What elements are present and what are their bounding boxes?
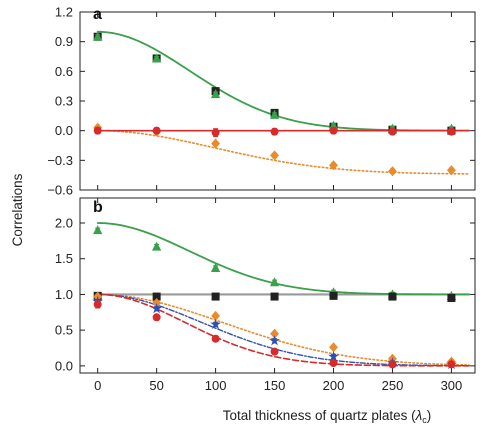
y-tick-label: 1.2 <box>55 5 73 20</box>
data-point <box>269 335 281 346</box>
data-point <box>329 342 338 353</box>
data-point <box>388 292 397 301</box>
data-point <box>447 127 456 136</box>
x-tick-label: 250 <box>382 378 404 393</box>
y-tick-label: 0.0 <box>55 123 73 138</box>
data-point <box>269 109 280 119</box>
fit-curve <box>96 293 470 366</box>
data-point <box>210 318 222 330</box>
data-point <box>93 126 102 135</box>
y-tick-label: 1.5 <box>55 251 73 266</box>
data-point <box>93 225 103 235</box>
data-point <box>388 166 397 177</box>
data-point <box>93 300 102 309</box>
data-point <box>93 31 103 41</box>
x-tick-label: 100 <box>205 378 227 393</box>
x-tick-label: 0 <box>94 378 101 393</box>
fit-curve <box>96 293 470 367</box>
data-point <box>270 150 279 161</box>
data-point <box>270 292 279 301</box>
data-point <box>152 313 161 322</box>
y-tick-label: 0.5 <box>55 323 73 338</box>
data-point <box>210 262 221 273</box>
fit-curve <box>96 129 470 175</box>
y-axis-title: Correlations <box>10 173 25 246</box>
y-tick-label: 1.0 <box>55 287 73 302</box>
data-point <box>151 53 162 63</box>
data-point <box>211 128 220 137</box>
data-point <box>329 160 338 171</box>
y-tick-label: −0.3 <box>47 153 73 168</box>
data-point <box>211 292 220 301</box>
data-point <box>270 127 279 136</box>
fit-curve <box>96 222 470 296</box>
data-point <box>329 126 338 135</box>
y-tick-label: −0.6 <box>47 183 73 198</box>
data-point <box>151 302 163 314</box>
x-tick-label: 50 <box>149 378 163 393</box>
panel-b-chart: 0 50 100 150 200 250 300 0.0 0.5 1.0 1.5 2.0 <box>55 197 476 393</box>
fit-curve <box>96 30 470 132</box>
x-axis-title-symbol: λ <box>415 408 423 423</box>
data-point <box>211 334 220 343</box>
data-point <box>151 241 162 251</box>
x-tick-label: 300 <box>441 378 463 393</box>
y-tick-label: 2.0 <box>55 216 73 231</box>
x-axis-title: Total thickness of quartz plates (λc) <box>223 408 432 425</box>
x-tick-label: 200 <box>323 378 345 393</box>
data-point <box>152 126 161 135</box>
data-point <box>388 127 397 136</box>
fit-curve <box>96 293 470 367</box>
panel-a-chart: −0.6 −0.3 0.0 0.3 0.6 0.9 1.2 <box>47 5 476 198</box>
panel-a-letter: a <box>93 6 102 23</box>
plot-frame <box>79 11 476 191</box>
data-point <box>270 347 279 356</box>
x-axis-title-close: ) <box>427 408 432 423</box>
plot-frame <box>79 197 476 374</box>
x-axis-title-subscript: c <box>422 415 427 425</box>
data-point <box>210 89 221 99</box>
x-axis-title-text: Total thickness of quartz plates ( <box>223 408 416 423</box>
data-point <box>388 360 397 369</box>
data-point <box>328 350 339 362</box>
data-point <box>329 358 338 367</box>
data-point <box>447 360 456 369</box>
y-tick-label: 0.6 <box>55 64 73 79</box>
data-point <box>269 277 280 287</box>
y-tick-label: 0.3 <box>55 94 73 109</box>
x-tick-label: 150 <box>264 378 286 393</box>
panel-b-letter: b <box>93 199 103 216</box>
data-point <box>329 291 338 300</box>
data-point <box>446 165 456 176</box>
data-point <box>211 138 221 149</box>
y-tick-label: 0.0 <box>55 358 73 373</box>
y-tick-label: 0.9 <box>55 34 73 49</box>
data-point <box>447 293 456 302</box>
